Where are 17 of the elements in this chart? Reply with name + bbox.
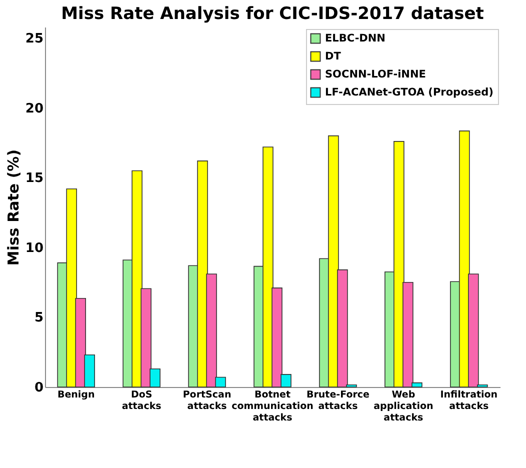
y-tick-label: 10 xyxy=(25,240,44,256)
y-axis-title: Miss Rate (%) xyxy=(4,149,22,266)
chart-title: Miss Rate Analysis for CIC-IDS-2017 dataset xyxy=(61,4,484,24)
legend-label: DT xyxy=(325,50,342,62)
y-tick-label: 0 xyxy=(34,380,44,396)
y-tick-label: 5 xyxy=(34,310,44,326)
x-tick-label: DoS attacks xyxy=(122,390,162,412)
x-tick-label: Infiltration attacks xyxy=(440,390,498,412)
x-tick-label: PortScan attacks xyxy=(182,390,232,412)
legend-label: LF-ACANet-GTOA (Proposed) xyxy=(325,86,494,98)
legend-label: SOCNN-LOF-iNNE xyxy=(325,68,426,80)
legend-label: ELBC-DNN xyxy=(325,32,386,44)
x-tick-label: Benign xyxy=(57,390,95,400)
x-tick-label: Web application attacks xyxy=(374,390,434,424)
y-tick-label: 15 xyxy=(25,171,44,186)
y-tick-label: 20 xyxy=(25,101,44,116)
y-tick-label: 25 xyxy=(25,32,44,47)
